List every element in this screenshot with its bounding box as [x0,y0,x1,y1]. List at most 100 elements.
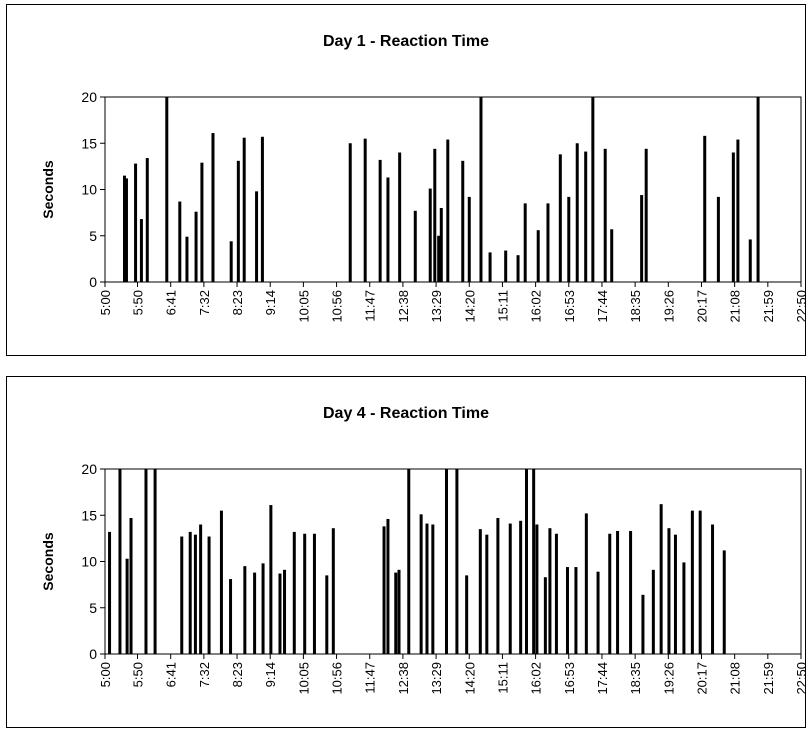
bar [479,97,483,282]
x-tick-label: 20:17 [694,290,709,323]
x-tick-label: 5:00 [98,290,113,315]
bar [711,524,715,654]
bar [425,523,429,654]
bar [207,536,211,654]
bar [134,163,138,282]
x-tick-label: 10:05 [296,662,311,695]
x-tick-label: 19:26 [661,290,676,323]
x-tick-label: 6:41 [164,662,179,687]
x-tick-label: 16:53 [562,290,577,323]
y-tick-label: 20 [81,89,97,105]
bar [478,529,482,654]
bar [504,250,508,282]
bar [331,528,335,654]
x-tick-label: 13:29 [429,290,444,323]
bar [558,154,562,282]
bar [437,235,441,282]
bar [644,148,648,282]
bar [348,143,352,282]
x-tick-label: 14:20 [462,662,477,695]
x-tick-label: 11:47 [363,662,378,694]
bar [255,191,259,282]
plot-area [104,96,802,283]
bar [523,203,527,282]
bar [118,469,122,654]
bar [508,523,512,654]
x-tick-label: 10:05 [296,290,311,323]
bar [407,469,411,654]
bar [125,558,129,654]
x-tick-label: 12:38 [396,662,411,695]
bar [303,533,307,654]
bar [229,241,233,282]
bar [180,536,184,654]
bar [413,210,417,282]
bar [516,255,520,282]
bar [546,203,550,282]
bar [363,138,367,282]
bar [535,524,539,654]
y-axis-label: Seconds [40,160,56,219]
bar [193,534,197,654]
bar [260,136,264,282]
x-tick-label: 21:59 [761,662,776,695]
bar [446,139,450,282]
bar [716,196,720,282]
x-tick-label: 13:29 [429,662,444,695]
bar [610,229,614,282]
y-tick-label: 10 [81,554,97,570]
bar [419,514,423,654]
x-tick-label: 7:32 [197,662,212,687]
x-tick-label: 17:44 [595,290,610,323]
x-tick-label: 17:44 [595,662,610,695]
bar [461,160,465,282]
bar [543,577,547,654]
y-tick-label: 0 [89,646,97,662]
bar [596,571,600,654]
bar [731,152,735,282]
bar [467,196,471,282]
x-tick-label: 8:23 [230,290,245,315]
bar [485,534,489,654]
bar [756,97,760,282]
bar [603,148,607,282]
y-tick-label: 15 [81,135,97,151]
x-tick-label: 16:02 [529,290,544,323]
bar [378,159,382,282]
bar [211,133,215,282]
chart-plot-day-4: 0 5 10 15 20 Seconds 5:00 5:50 6:41 7:32 8:23 9:14 1… [40,461,805,695]
bar [536,230,540,282]
bar [325,575,329,654]
bar [219,510,223,654]
bar [455,469,459,654]
bar [382,526,386,654]
bar [261,563,265,654]
y-tick-label: 20 [81,461,97,477]
x-tick-label: 15:11 [495,662,510,694]
bar [165,97,169,282]
bar [616,530,620,654]
x-tick-label: 18:35 [628,662,643,695]
x-tick-label: 7:32 [197,290,212,315]
bar [659,504,663,654]
x-tick-label: 22:50 [794,662,805,695]
bar [651,569,655,654]
y-tick-label: 5 [89,228,97,244]
bar [188,531,192,654]
bar [199,524,203,654]
bar [433,148,437,282]
bar [386,518,390,654]
bar [185,236,189,282]
y-tick-label: 10 [81,182,97,198]
x-tick-label: 9:14 [263,290,278,315]
chart-title: Day 4 - Reaction Time [323,405,489,422]
bar [629,530,633,654]
x-tick-label: 20:17 [694,662,709,695]
x-tick-label: 16:02 [529,662,544,695]
bar [292,531,296,654]
bar [690,510,694,654]
chart-plot-day-1: 0 5 10 15 20 Seconds 5:00 5:50 6:41 7:32 8:23 9:14 1… [40,89,805,323]
x-tick-label: 15:11 [495,290,510,322]
bar [312,533,316,654]
y-axis-label: Seconds [40,532,56,591]
